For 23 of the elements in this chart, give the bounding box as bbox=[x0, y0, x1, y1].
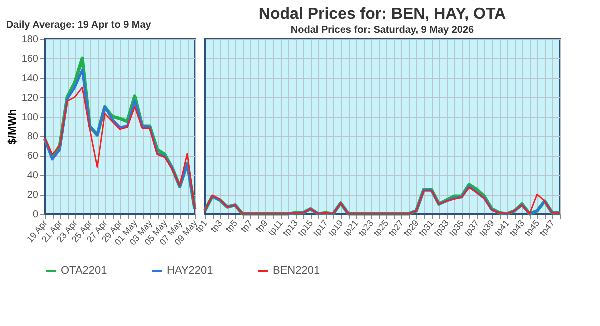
y-tick-label: 60 bbox=[27, 151, 39, 162]
x-tick-label: tp31 bbox=[416, 218, 436, 238]
y-tick-label: 80 bbox=[27, 132, 39, 143]
y-tick-label: 40 bbox=[27, 170, 39, 182]
legend-label: OTA2201 bbox=[61, 265, 108, 277]
y-tick-label: 180 bbox=[22, 34, 39, 46]
x-tick-label: tp7 bbox=[238, 218, 255, 234]
chart-title: Nodal Prices for: BEN, HAY, OTA bbox=[258, 6, 507, 23]
y-tick-label: 0 bbox=[32, 210, 39, 220]
y-tick-label: 120 bbox=[22, 92, 39, 104]
y-tick-label: 100 bbox=[22, 112, 39, 124]
chart-subtitle: Daily Average: 19 Apr to 9 May bbox=[6, 20, 152, 31]
x-tick-label: tp21 bbox=[341, 218, 360, 238]
y-tick-label: 20 bbox=[27, 190, 39, 202]
y-tick-label: 160 bbox=[22, 54, 39, 65]
chart-subtitle: Nodal Prices for: Saturday, 9 May 2026 bbox=[290, 25, 475, 36]
legend-label: HAY2201 bbox=[167, 265, 214, 277]
x-tick-label: tp5 bbox=[224, 218, 240, 234]
legend-label: BEN2201 bbox=[273, 265, 320, 277]
x-tick-label: tp3 bbox=[208, 218, 224, 234]
y-axis-title: $/MWh bbox=[6, 109, 19, 145]
x-tick-label: tp41 bbox=[492, 218, 512, 238]
y-tick-label: 140 bbox=[22, 73, 39, 84]
